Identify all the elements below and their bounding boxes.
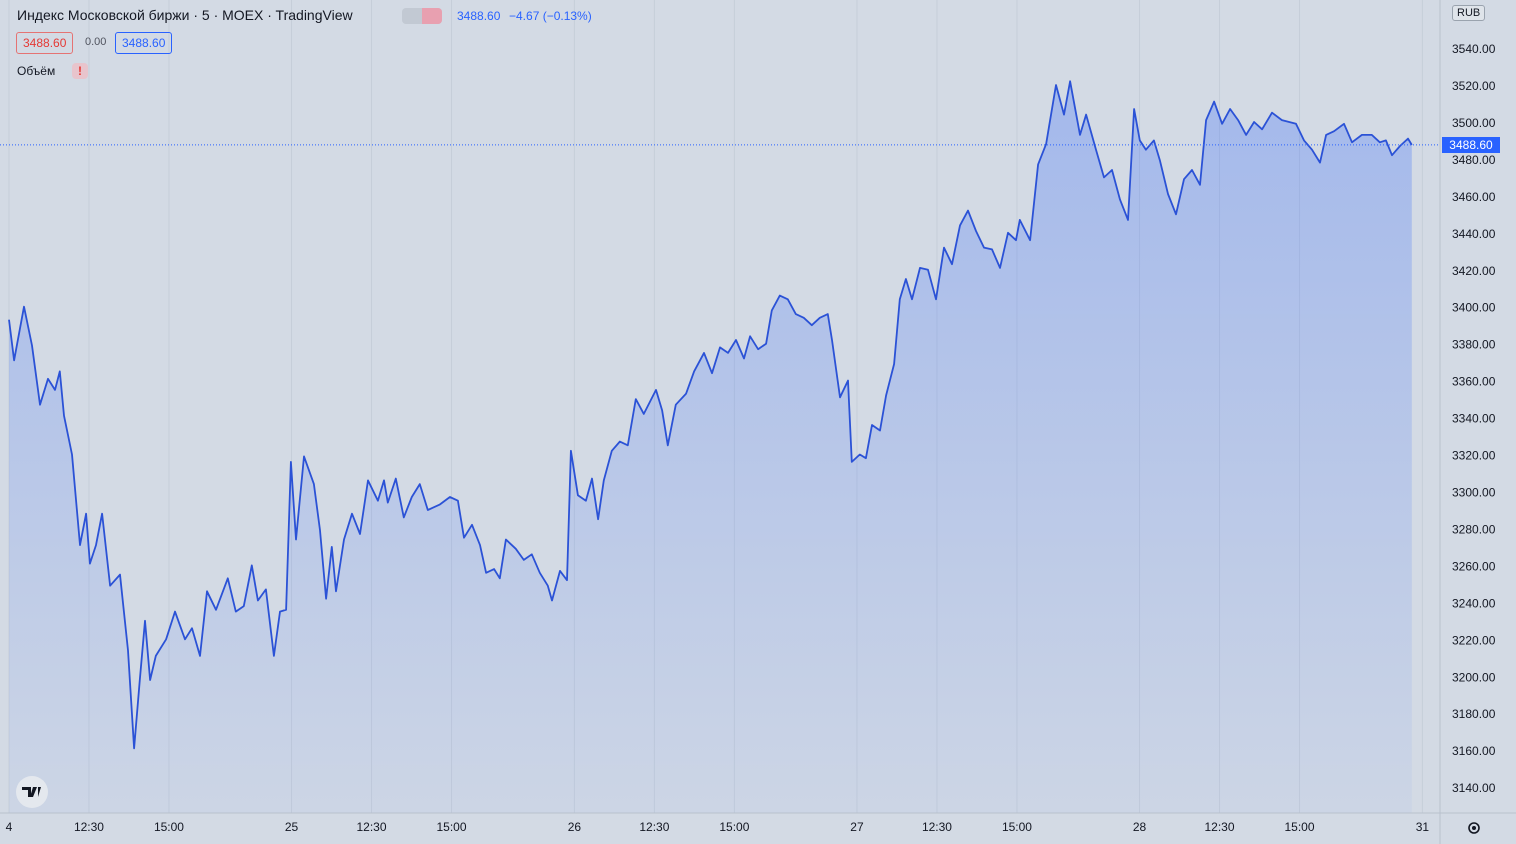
area-fill bbox=[8, 81, 1412, 814]
y-tick-label: 3540.00 bbox=[1452, 42, 1496, 56]
x-tick-label: 15:00 bbox=[719, 820, 749, 834]
x-tick-label: 27 bbox=[850, 820, 864, 834]
bid-box[interactable]: 3488.60 bbox=[16, 32, 74, 54]
x-tick-label: 28 bbox=[1133, 820, 1147, 834]
chart-title: Индекс Московской биржи · 5 · MOEX · Tra… bbox=[17, 7, 353, 23]
x-tick-label: 4 bbox=[6, 820, 13, 834]
axes: 3140.00 3160.00 3180.00 3200.00 3220.00 3240.… bbox=[6, 42, 1496, 834]
x-tick-label: 15:00 bbox=[437, 820, 467, 834]
price-line bbox=[8, 80, 1413, 750]
x-tick-label: 15:00 bbox=[1002, 820, 1032, 834]
y-tick-label: 3320.00 bbox=[1452, 449, 1496, 463]
y-tick-label: 3260.00 bbox=[1452, 559, 1496, 573]
y-tick-label: 3220.00 bbox=[1452, 633, 1496, 647]
tv-logo bbox=[16, 776, 48, 808]
y-tick-label: 3240.00 bbox=[1452, 596, 1496, 610]
plot bbox=[0, 80, 1440, 814]
status-icons[interactable] bbox=[402, 8, 442, 24]
currency-button[interactable]: RUB bbox=[1452, 5, 1486, 21]
y-tick-label: 3460.00 bbox=[1452, 190, 1496, 204]
y-tick-label: 3360.00 bbox=[1452, 375, 1496, 389]
x-tick-label: 25 bbox=[285, 820, 299, 834]
last-price-label: 3488.60 bbox=[1442, 136, 1500, 153]
x-tick-label: 26 bbox=[568, 820, 582, 834]
legend-change: −4.67 (−0.13%) bbox=[509, 9, 592, 23]
x-tick-label: 31 bbox=[1416, 820, 1430, 834]
y-tick-label: 3200.00 bbox=[1452, 670, 1496, 684]
ask-box[interactable]: 3488.60 bbox=[115, 32, 173, 54]
x-tick-label: 15:00 bbox=[154, 820, 184, 834]
spread: 0.00 bbox=[85, 36, 107, 48]
y-tick-label: 3480.00 bbox=[1452, 153, 1496, 167]
y-tick-label: 3160.00 bbox=[1452, 744, 1496, 758]
y-tick-label: 3340.00 bbox=[1452, 412, 1496, 426]
x-tick-label: 12:30 bbox=[922, 820, 952, 834]
volume-warning[interactable]: ! bbox=[72, 63, 88, 79]
x-tick-label: 12:30 bbox=[74, 820, 104, 834]
y-tick-label: 3420.00 bbox=[1452, 264, 1496, 278]
y-tick-label: 3520.00 bbox=[1452, 79, 1496, 93]
x-tick-label: 15:00 bbox=[1285, 820, 1315, 834]
legend-price: 3488.60 bbox=[457, 9, 501, 23]
y-tick-label: 3500.00 bbox=[1452, 116, 1496, 130]
y-tick-label: 3440.00 bbox=[1452, 227, 1496, 241]
y-tick-label: 3280.00 bbox=[1452, 522, 1496, 536]
x-tick-label: 12:30 bbox=[639, 820, 669, 834]
x-tick-label: 12:30 bbox=[357, 820, 387, 834]
x-tick-label: 12:30 bbox=[1205, 820, 1235, 834]
y-tick-label: 3140.00 bbox=[1452, 781, 1496, 795]
y-tick-label: 3300.00 bbox=[1452, 486, 1496, 500]
settings-icon[interactable] bbox=[1468, 822, 1480, 834]
y-tick-label: 3400.00 bbox=[1452, 301, 1496, 315]
y-tick-label: 3180.00 bbox=[1452, 707, 1496, 721]
volume-label: Объём bbox=[17, 64, 56, 78]
y-tick-label: 3380.00 bbox=[1452, 338, 1496, 352]
